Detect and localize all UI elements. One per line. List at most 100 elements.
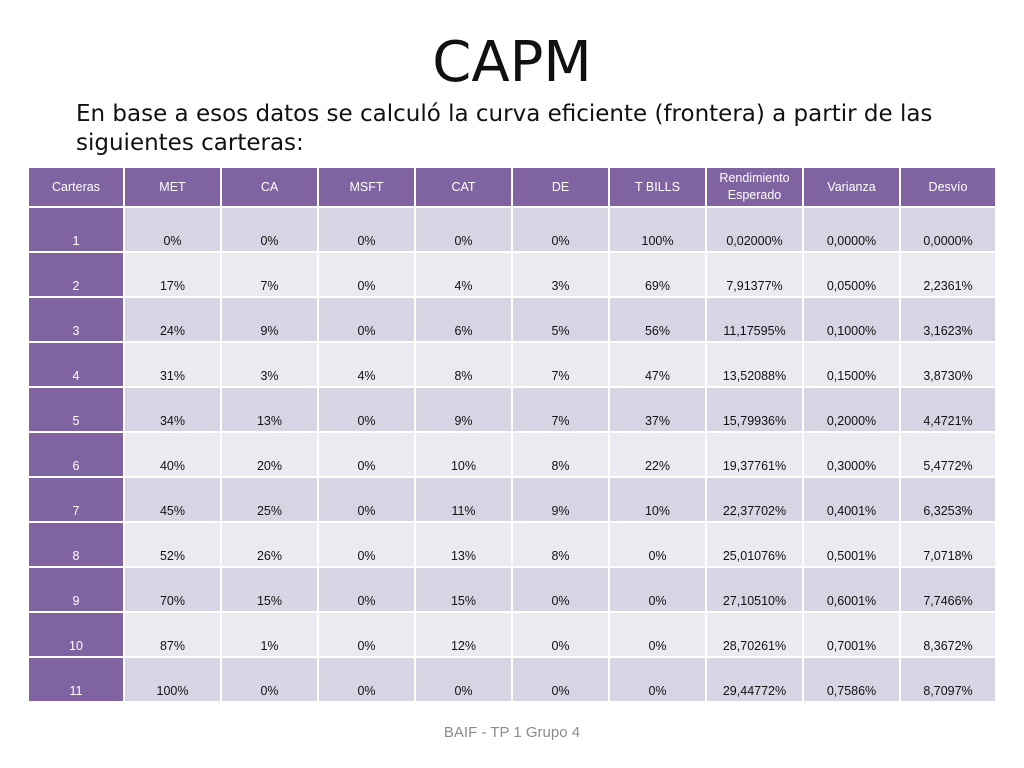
table-cell: 15% xyxy=(220,566,319,613)
portfolio-number: 8 xyxy=(27,521,125,568)
table-cell: 0,7586% xyxy=(802,656,901,703)
table-cell: 17% xyxy=(123,251,222,298)
table-cell: 10% xyxy=(414,431,513,478)
table-cell: 0% xyxy=(317,296,416,343)
table-cell: 11% xyxy=(414,476,513,523)
portfolio-table: Carteras MET CA MSFT CAT DE T BILLS Rendimiento… xyxy=(27,166,997,703)
portfolio-number: 9 xyxy=(27,566,125,613)
table-cell: 20% xyxy=(220,431,319,478)
table-cell: 8,7097% xyxy=(899,656,997,703)
slide-subtitle: En base a esos datos se calculó la curva… xyxy=(76,101,933,156)
table-cell: 31% xyxy=(123,341,222,388)
table-body: 1 0% 0% 0% 0% 0% 100% 0,02000% 0,0000% 0,0000% 2 17… xyxy=(27,206,997,703)
table-cell: 4% xyxy=(414,251,513,298)
table-cell: 0% xyxy=(414,206,513,253)
table-cell: 6,3253% xyxy=(899,476,997,523)
table-cell: 0,7001% xyxy=(802,611,901,658)
table-row: 6 40% 20% 0% 10% 8% 22% 19,37761% 0,3000% 5,4772% xyxy=(27,431,997,478)
table-cell: 3% xyxy=(511,251,610,298)
table-cell: 0% xyxy=(511,206,610,253)
column-header: CAT xyxy=(414,166,513,208)
portfolio-number: 2 xyxy=(27,251,125,298)
portfolio-number: 3 xyxy=(27,296,125,343)
table-cell: 8% xyxy=(511,431,610,478)
table-cell: 3,8730% xyxy=(899,341,997,388)
table-cell: 0% xyxy=(317,611,416,658)
table-cell: 0,4001% xyxy=(802,476,901,523)
table-cell: 28,70261% xyxy=(705,611,804,658)
table-row: 2 17% 7% 0% 4% 3% 69% 7,91377% 0,0500% 2,2361% xyxy=(27,251,997,298)
column-header: Rendimiento Esperado xyxy=(705,166,804,208)
table-cell: 0% xyxy=(123,206,222,253)
table-cell: 40% xyxy=(123,431,222,478)
table-cell: 0% xyxy=(317,656,416,703)
table-cell: 11,17595% xyxy=(705,296,804,343)
table-cell: 0% xyxy=(317,566,416,613)
table-cell: 0% xyxy=(317,251,416,298)
table-row: 8 52% 26% 0% 13% 8% 0% 25,01076% 0,5001% 7,0718% xyxy=(27,521,997,568)
table-cell: 70% xyxy=(123,566,222,613)
table-cell: 29,44772% xyxy=(705,656,804,703)
table-cell: 5,4772% xyxy=(899,431,997,478)
table-cell: 7% xyxy=(511,386,610,433)
table-cell: 8,3672% xyxy=(899,611,997,658)
column-header: MET xyxy=(123,166,222,208)
table-cell: 0% xyxy=(220,656,319,703)
table-cell: 0% xyxy=(317,521,416,568)
table-cell: 47% xyxy=(608,341,707,388)
table-row: 5 34% 13% 0% 9% 7% 37% 15,79936% 0,2000% 4,4721% xyxy=(27,386,997,433)
table-cell: 13% xyxy=(414,521,513,568)
column-header: Carteras xyxy=(27,166,125,208)
portfolio-number: 4 xyxy=(27,341,125,388)
table-cell: 0% xyxy=(317,431,416,478)
table-cell: 100% xyxy=(123,656,222,703)
table-cell: 37% xyxy=(608,386,707,433)
table-cell: 0,0000% xyxy=(899,206,997,253)
table-cell: 10% xyxy=(608,476,707,523)
table-cell: 0,1500% xyxy=(802,341,901,388)
table-cell: 13% xyxy=(220,386,319,433)
table-cell: 12% xyxy=(414,611,513,658)
table-cell: 7,0718% xyxy=(899,521,997,568)
table-cell: 7% xyxy=(220,251,319,298)
table-cell: 0% xyxy=(317,206,416,253)
table-row: 11 100% 0% 0% 0% 0% 0% 29,44772% 0,7586% 8,7097% xyxy=(27,656,997,703)
table-cell: 25,01076% xyxy=(705,521,804,568)
table-cell: 0,6001% xyxy=(802,566,901,613)
table-cell: 26% xyxy=(220,521,319,568)
table-cell: 0% xyxy=(511,656,610,703)
table-cell: 0% xyxy=(608,611,707,658)
table-cell: 13,52088% xyxy=(705,341,804,388)
table-row: 3 24% 9% 0% 6% 5% 56% 11,17595% 0,1000% 3,1623% xyxy=(27,296,997,343)
portfolio-number: 1 xyxy=(27,206,125,253)
table-cell: 6% xyxy=(414,296,513,343)
portfolio-number: 10 xyxy=(27,611,125,658)
column-header: Varianza xyxy=(802,166,901,208)
table-cell: 0% xyxy=(220,206,319,253)
table-cell: 2,2361% xyxy=(899,251,997,298)
table-cell: 7% xyxy=(511,341,610,388)
column-header: CA xyxy=(220,166,319,208)
table-cell: 0% xyxy=(317,386,416,433)
table-cell: 0,3000% xyxy=(802,431,901,478)
table-cell: 25% xyxy=(220,476,319,523)
portfolio-number: 11 xyxy=(27,656,125,703)
table-cell: 9% xyxy=(414,386,513,433)
table-cell: 87% xyxy=(123,611,222,658)
column-header: MSFT xyxy=(317,166,416,208)
slide-title: CAPM xyxy=(432,30,592,95)
column-header: Desvío xyxy=(899,166,997,208)
slide-footer: BAIF - TP 1 Grupo 4 xyxy=(443,724,581,741)
table-cell: 4% xyxy=(317,341,416,388)
table-cell: 3,1623% xyxy=(899,296,997,343)
table-cell: 24% xyxy=(123,296,222,343)
table-cell: 5% xyxy=(511,296,610,343)
portfolio-number: 5 xyxy=(27,386,125,433)
table-cell: 45% xyxy=(123,476,222,523)
table-cell: 0% xyxy=(608,656,707,703)
table-cell: 3% xyxy=(220,341,319,388)
table-cell: 0% xyxy=(414,656,513,703)
portfolio-number: 6 xyxy=(27,431,125,478)
table-cell: 0,1000% xyxy=(802,296,901,343)
table-cell: 69% xyxy=(608,251,707,298)
